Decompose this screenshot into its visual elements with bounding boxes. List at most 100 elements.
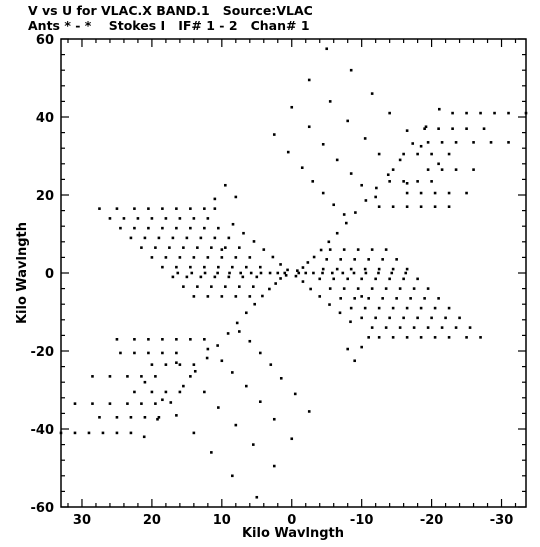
uv-point [272, 464, 276, 468]
uv-point [210, 246, 213, 249]
uv-point [370, 248, 374, 251]
uv-point [339, 258, 342, 261]
uv-point [419, 336, 423, 339]
uv-point [349, 320, 352, 324]
uv-point [433, 306, 437, 310]
uv-point [381, 297, 384, 300]
x-tick-label: -10 [350, 513, 374, 528]
uv-point [391, 205, 395, 208]
uv-point [312, 271, 315, 275]
uv-point [404, 271, 408, 275]
uv-point [224, 246, 227, 249]
uv-point [175, 414, 178, 417]
uv-points [59, 47, 528, 499]
uv-point [465, 191, 468, 195]
uv-point [381, 258, 384, 261]
uv-point [375, 186, 378, 190]
uv-point [479, 111, 482, 115]
uv-point [133, 351, 136, 355]
uv-point [468, 326, 472, 329]
uv-point [142, 435, 146, 439]
uv-point [338, 311, 342, 315]
uv-point [409, 297, 412, 300]
uv-point [377, 205, 381, 208]
uv-point [405, 129, 409, 132]
uv-point [370, 326, 374, 329]
y-tick-label: -40 [31, 423, 55, 438]
uv-point [360, 295, 363, 298]
uv-point [424, 125, 428, 129]
uv-point [192, 363, 196, 366]
uv-point [115, 207, 119, 210]
uv-point [306, 261, 310, 264]
uv-point [129, 431, 133, 435]
uv-point [286, 268, 289, 272]
uv-point [384, 287, 388, 290]
uv-point [122, 217, 126, 220]
uv-point [433, 191, 437, 195]
uv-point [255, 495, 259, 499]
uv-point [377, 271, 380, 275]
uv-point [290, 437, 294, 441]
uv-point [217, 406, 220, 409]
uv-point [154, 402, 157, 405]
uv-point [341, 271, 345, 275]
uv-point [175, 351, 178, 355]
uv-point [447, 191, 451, 195]
uv-point [440, 326, 444, 329]
uv-point [228, 271, 231, 275]
uv-point [327, 240, 331, 244]
uv-point [203, 207, 206, 210]
uv-point [447, 306, 451, 310]
uv-point [321, 143, 325, 146]
uv-point [386, 173, 390, 177]
uv-point [262, 248, 266, 251]
uv-point [157, 416, 161, 419]
uv-point [321, 267, 325, 271]
uv-point [245, 311, 248, 315]
uv-point [294, 274, 298, 278]
uv-point [374, 316, 377, 320]
uv-point [203, 271, 207, 275]
uv-point [226, 332, 230, 335]
uv-point [423, 127, 426, 130]
uv-point [220, 295, 224, 298]
uv-point [321, 191, 325, 195]
uv-point [426, 141, 430, 144]
uv-point [133, 226, 136, 230]
uv-point [307, 410, 311, 413]
uv-point [140, 246, 143, 249]
uv-point [258, 351, 262, 355]
uv-point [325, 258, 329, 261]
uv-point [454, 168, 458, 171]
uv-point [73, 431, 77, 435]
uv-point [161, 398, 164, 402]
uv-point [203, 338, 206, 341]
uv-point [390, 271, 394, 275]
uv-point [283, 271, 287, 275]
y-axis-title: Kilo Wavlngth [15, 222, 30, 324]
uv-point [210, 285, 213, 288]
uv-point [216, 344, 219, 347]
uv-point [235, 321, 239, 325]
uv-point [411, 142, 415, 145]
uv-point [325, 47, 329, 51]
uv-point [126, 402, 129, 405]
uv-point [465, 111, 468, 115]
uv-point [192, 295, 196, 298]
uv-point [253, 302, 256, 306]
uv-point [196, 285, 199, 288]
uv-point [479, 336, 482, 339]
uv-point [175, 207, 178, 210]
uv-point [147, 226, 150, 230]
uv-point [328, 287, 332, 290]
uv-point [391, 336, 395, 339]
uv-point [300, 166, 304, 169]
uv-point [312, 255, 316, 259]
uv-point [405, 336, 409, 339]
uv-point [248, 295, 252, 298]
uv-point [447, 205, 451, 208]
uv-point [227, 236, 231, 240]
uv-point [161, 207, 164, 210]
uv-point [342, 248, 346, 251]
